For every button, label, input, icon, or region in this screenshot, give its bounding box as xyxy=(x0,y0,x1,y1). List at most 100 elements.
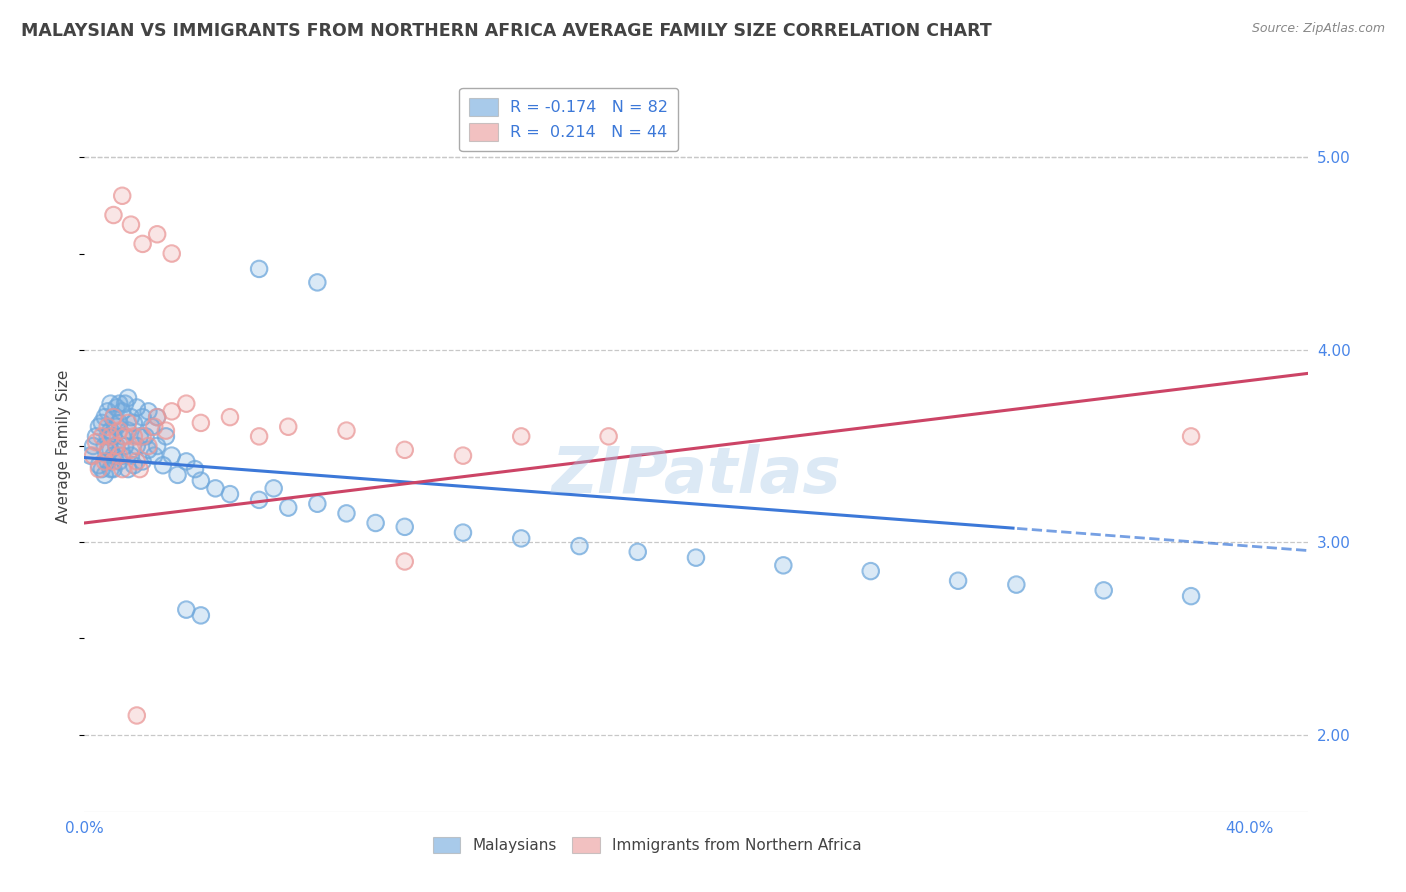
Point xyxy=(190,416,212,430)
Point xyxy=(174,602,197,616)
Point xyxy=(128,429,150,443)
Point xyxy=(93,410,115,425)
Point xyxy=(117,462,139,476)
Point xyxy=(125,454,148,468)
Point xyxy=(93,454,115,468)
Point xyxy=(108,397,131,411)
Point xyxy=(143,449,166,463)
Point xyxy=(84,429,107,443)
Point xyxy=(97,404,120,418)
Point xyxy=(100,462,122,476)
Point xyxy=(247,492,270,507)
Point xyxy=(364,516,387,530)
Point xyxy=(120,410,142,425)
Point xyxy=(108,397,131,411)
Point xyxy=(93,439,115,453)
Point xyxy=(120,442,142,457)
Point xyxy=(451,449,474,463)
Point xyxy=(125,708,148,723)
Point xyxy=(114,439,136,453)
Point xyxy=(82,439,104,453)
Point xyxy=(146,227,169,242)
Point xyxy=(598,429,620,443)
Point xyxy=(117,416,139,430)
Point xyxy=(135,429,157,443)
Point xyxy=(247,492,270,507)
Point xyxy=(93,467,115,482)
Point xyxy=(143,419,166,434)
Point xyxy=(247,261,270,276)
Point xyxy=(204,481,226,495)
Point xyxy=(87,462,110,476)
Point xyxy=(82,439,104,453)
Point xyxy=(138,442,160,457)
Point xyxy=(131,236,153,251)
Point xyxy=(117,391,139,405)
Point xyxy=(627,545,650,559)
Point xyxy=(685,550,707,565)
Point xyxy=(100,442,122,457)
Point xyxy=(152,458,174,473)
Point xyxy=(138,439,160,453)
Point xyxy=(335,424,357,438)
Point xyxy=(510,429,533,443)
Point xyxy=(204,481,226,495)
Point xyxy=(335,507,357,521)
Point xyxy=(125,401,148,415)
Point xyxy=(247,429,270,443)
Point xyxy=(160,404,183,418)
Point xyxy=(190,608,212,623)
Point xyxy=(219,410,242,425)
Point xyxy=(100,397,122,411)
Point xyxy=(82,449,104,463)
Point xyxy=(166,467,188,482)
Point xyxy=(111,188,134,202)
Point xyxy=(160,404,183,418)
Point xyxy=(307,497,329,511)
Point xyxy=(1180,429,1202,443)
Point xyxy=(131,454,153,468)
Point xyxy=(105,401,128,415)
Point xyxy=(105,439,128,453)
Point xyxy=(1180,429,1202,443)
Point xyxy=(146,410,169,425)
Point xyxy=(100,429,122,443)
Point xyxy=(131,410,153,425)
Point xyxy=(190,416,212,430)
Point xyxy=(174,397,197,411)
Point xyxy=(105,439,128,453)
Point xyxy=(97,454,120,468)
Point xyxy=(307,276,329,290)
Point xyxy=(510,532,533,546)
Point xyxy=(97,442,120,457)
Point xyxy=(946,574,969,588)
Point xyxy=(152,458,174,473)
Point xyxy=(114,397,136,411)
Point xyxy=(166,467,188,482)
Point xyxy=(277,419,299,434)
Point xyxy=(103,208,125,222)
Point xyxy=(277,500,299,515)
Point xyxy=(135,429,157,443)
Point xyxy=(105,419,128,434)
Point xyxy=(307,276,329,290)
Point xyxy=(128,462,150,476)
Point xyxy=(79,449,101,463)
Point xyxy=(277,419,299,434)
Point xyxy=(125,439,148,453)
Point xyxy=(97,429,120,443)
Text: Source: ZipAtlas.com: Source: ZipAtlas.com xyxy=(1251,22,1385,36)
Point xyxy=(160,246,183,260)
Point xyxy=(114,397,136,411)
Point xyxy=(97,454,120,468)
Point xyxy=(111,449,134,463)
Point xyxy=(90,429,112,443)
Point xyxy=(79,449,101,463)
Point xyxy=(97,419,120,434)
Point xyxy=(174,602,197,616)
Point xyxy=(111,188,134,202)
Point xyxy=(103,429,125,443)
Point xyxy=(103,454,125,468)
Point xyxy=(117,424,139,438)
Point xyxy=(125,454,148,468)
